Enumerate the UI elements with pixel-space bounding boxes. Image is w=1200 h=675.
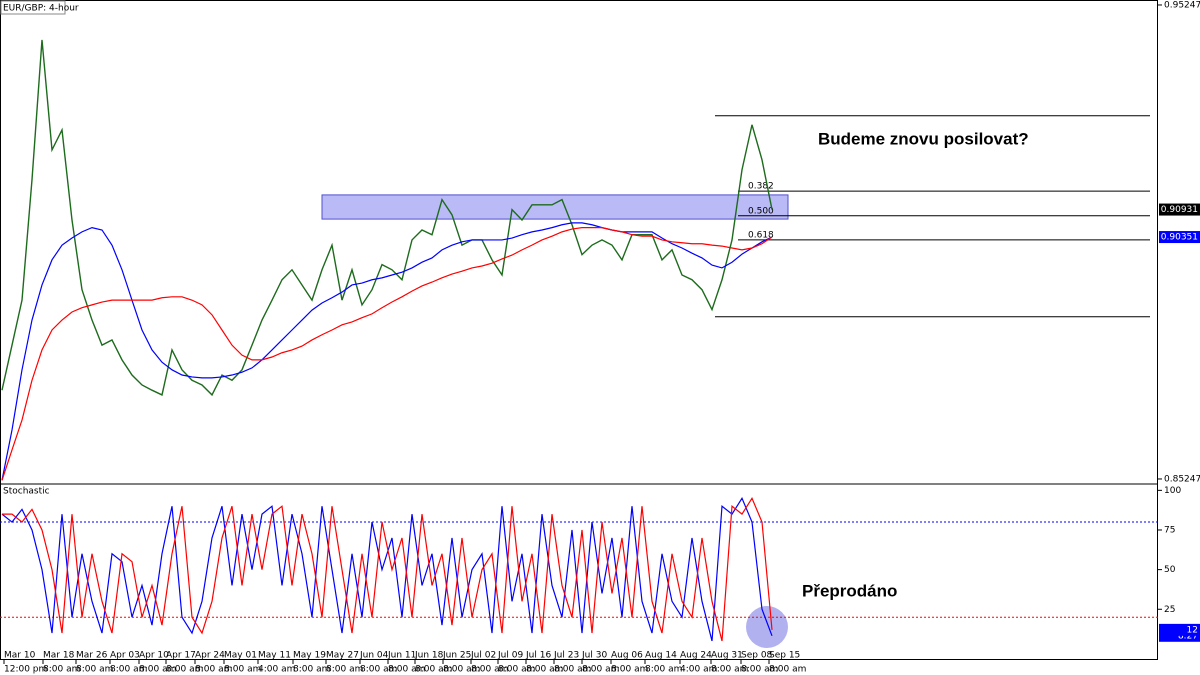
x-tick-label: Jun 04: [359, 651, 389, 661]
x-tick-label: May 27: [326, 651, 359, 661]
series-line: [1, 227, 773, 481]
indicator-title: Stochastic: [3, 487, 50, 497]
x-tick-label: Sep 15: [769, 651, 800, 661]
x-tick-label: Aug 31: [711, 651, 743, 661]
x-tick-label: 8:00 am: [43, 665, 80, 675]
series-line: [2, 496, 773, 642]
x-tick-label: Sep 08: [741, 651, 773, 661]
x-tick-label: 8:00 am: [166, 665, 203, 675]
x-tick-label: 12:00 pm: [4, 665, 47, 675]
y-tick-label: 75: [1164, 525, 1175, 535]
x-tick-label: 8:00 am: [611, 665, 648, 675]
price-tag: [1159, 623, 1200, 636]
y-tick-label: 100: [1164, 486, 1181, 496]
x-tick-label: Jun 18: [414, 651, 444, 661]
x-tick-label: 8:00 am: [471, 665, 508, 675]
x-tick-label: Apr 24: [195, 651, 225, 661]
x-tick-label: 8:00 am: [139, 665, 176, 675]
x-tick-label: Aug 14: [645, 651, 677, 661]
fib-label: 0.618: [748, 230, 774, 240]
x-tick-label: 8:00 am: [741, 665, 778, 675]
fib-label: 0.500: [748, 206, 774, 216]
annotation: Přeprodáno: [802, 581, 897, 600]
x-tick-label: 8:00 am: [293, 665, 330, 675]
x-tick-label: 8:00 am: [498, 665, 535, 675]
x-tick-label: 8:00 am: [326, 665, 363, 675]
zone: [321, 194, 789, 220]
x-tick-label: Mar 26: [76, 651, 108, 661]
x-tick-label: Jul 16: [525, 651, 551, 661]
x-tick-label: Aug 24: [680, 651, 712, 661]
x-tick-label: 4:00 am: [258, 665, 295, 675]
title-box: [0, 0, 66, 15]
frame: [0, 0, 1158, 660]
price-tag-label: 0.90351: [1161, 233, 1198, 243]
x-tick-label: Jul 30: [581, 651, 607, 661]
x-tick-label: 8:00 am: [110, 665, 147, 675]
x-tick-label: Apr 10: [139, 651, 169, 661]
price-tag: [1159, 203, 1200, 216]
y-tick-label: 0.85247: [1164, 474, 1200, 484]
chart-title: EUR/GBP: 4-hour: [3, 4, 79, 14]
x-tick-label: Jul 02: [470, 651, 496, 661]
x-tick-label: Mar 18: [43, 651, 75, 661]
fib-label: 0.382: [748, 182, 774, 192]
x-tick-label: 4:00 am: [680, 665, 717, 675]
price-tag-label: 12: [1187, 625, 1198, 635]
x-tick-label: 8:00 am: [645, 665, 682, 675]
x-tick-label: 8:00 am: [76, 665, 113, 675]
y-tick-label: 25: [1164, 605, 1175, 615]
x-tick-label: 8:00 am: [711, 665, 748, 675]
x-tick-label: 8:00 am: [415, 665, 452, 675]
x-tick-label: 8:00 am: [388, 665, 425, 675]
price-tag-label: 8.27: [1178, 631, 1198, 641]
x-tick-label: 8:00 am: [554, 665, 591, 675]
x-tick-label: 8:00 am: [443, 665, 480, 675]
x-tick-label: Aug 06: [611, 651, 643, 661]
x-tick-label: Jul 23: [553, 651, 579, 661]
x-tick-label: Jun 25: [442, 651, 471, 661]
x-tick-label: 8:00 am: [360, 665, 397, 675]
x-tick-label: Apr 17: [166, 651, 196, 661]
series-line: [1, 39, 773, 397]
x-tick-label: 8:00 am: [195, 665, 232, 675]
x-tick-label: 8:00 am: [526, 665, 563, 675]
annotation: Budeme znovu posilovat?: [818, 129, 1029, 148]
x-tick-label: Mar 10: [4, 651, 36, 661]
y-tick-label: 50: [1164, 565, 1176, 575]
x-tick-label: 8:00 am: [582, 665, 619, 675]
price-tag-label: 0.90931: [1161, 205, 1198, 215]
x-tick-label: May 11: [258, 651, 291, 661]
x-tick-label: May 01: [224, 651, 257, 661]
series-line: [1, 222, 773, 481]
x-tick-label: Apr 03: [110, 651, 140, 661]
x-tick-label: 8:00 am: [224, 665, 261, 675]
series-line: [1, 496, 773, 642]
x-tick-label: Jul 09: [497, 651, 523, 661]
x-tick-label: May 19: [293, 651, 326, 661]
x-tick-label: 8:00 am: [769, 665, 806, 675]
y-tick-label: 0.95247: [1164, 0, 1200, 10]
highlight-circle: [746, 606, 788, 648]
x-tick-label: Jun 11: [387, 651, 416, 661]
price-tag: [1159, 231, 1200, 244]
